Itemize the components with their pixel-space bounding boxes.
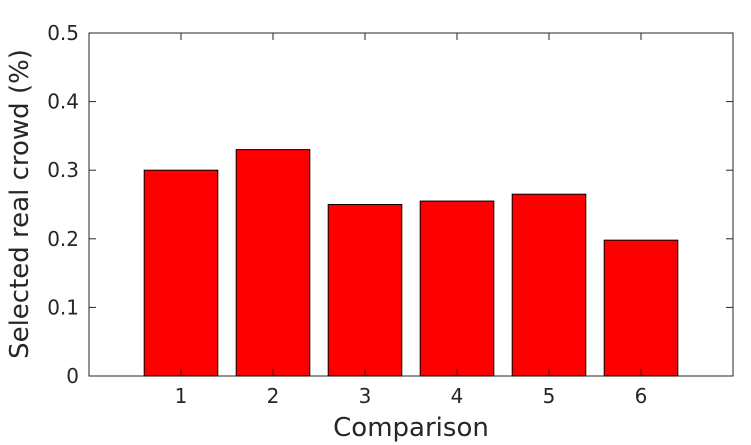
x-tick-label: 4 — [451, 384, 464, 408]
axes-box — [88, 32, 734, 377]
y-tick-label: 0.3 — [47, 158, 79, 182]
y-tick-label: 0.2 — [47, 227, 79, 251]
x-axis-label: Comparison — [333, 413, 489, 443]
x-tick-label: 1 — [175, 384, 188, 408]
y-tick-label: 0.1 — [47, 295, 79, 319]
y-tick-label: 0 — [66, 364, 79, 388]
bar-3 — [327, 204, 403, 377]
y-axis-label: Selected real crowd (%) — [5, 49, 35, 359]
x-tick-label: 6 — [635, 384, 648, 408]
y-tick-label: 0.5 — [47, 21, 79, 45]
x-tick-label: 3 — [359, 384, 372, 408]
x-tick-labels: 1 2 3 4 5 6 — [175, 384, 648, 408]
bar-1 — [143, 169, 219, 377]
x-tick-label: 2 — [267, 384, 280, 408]
y-tick-label: 0.4 — [47, 90, 79, 114]
y-tick-labels: 0 0.1 0.2 0.3 0.4 0.5 — [47, 21, 79, 388]
bar-6 — [603, 239, 679, 377]
bar-2 — [235, 149, 311, 377]
bar-5 — [511, 193, 587, 377]
bar-4 — [419, 200, 495, 377]
bar-group — [143, 149, 679, 377]
tick-marks — [89, 32, 733, 377]
x-tick-label: 5 — [543, 384, 556, 408]
